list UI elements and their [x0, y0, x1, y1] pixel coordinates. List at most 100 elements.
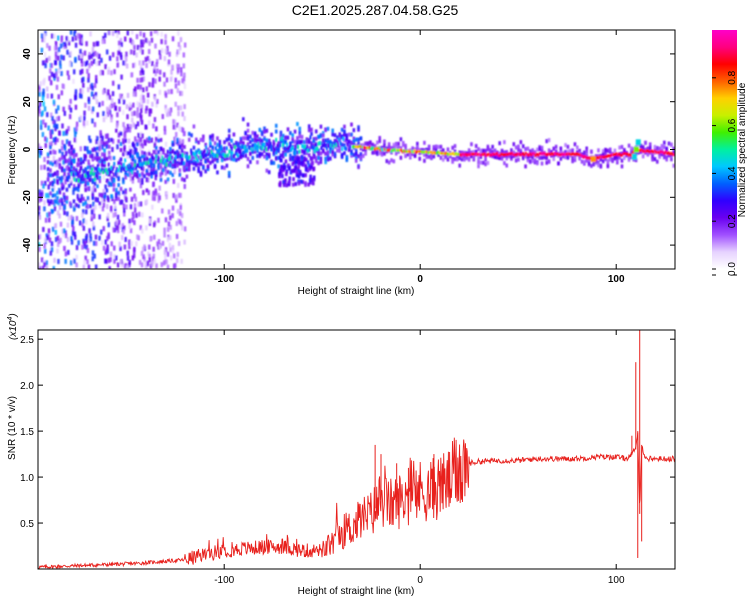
spectrogram-cell [540, 145, 544, 150]
spectrogram-cell [122, 152, 125, 157]
spectrogram-cell [246, 134, 250, 139]
spectrogram-cell [38, 84, 41, 90]
spectrogram-cell [292, 177, 295, 182]
spectrogram-cell [190, 154, 193, 159]
spectrogram-cell [571, 156, 574, 161]
spectrogram-cell [149, 31, 153, 37]
spectrogram-cell [139, 47, 142, 53]
spectrogram-cell [152, 181, 155, 187]
spectrogram-x-tick-label: -100 [214, 274, 234, 285]
spectrogram-cell [172, 193, 175, 199]
spectrogram-cell [237, 156, 240, 161]
spectrogram-cell [139, 98, 142, 104]
spectrogram-cell [49, 168, 52, 173]
spectrogram-cell [78, 220, 82, 226]
spectrogram-cell [113, 258, 116, 264]
spectrogram-cell [159, 152, 163, 158]
spectrogram-cell [458, 156, 461, 161]
spectrogram-cell [78, 54, 81, 60]
spectrogram-cell [77, 186, 80, 192]
spectrogram-cell [63, 211, 66, 216]
spectrogram-cell [513, 153, 516, 157]
spectrogram-cell [64, 258, 67, 264]
spectrogram-cell [172, 178, 176, 184]
spectrogram-cell [201, 152, 204, 157]
spectrogram-cell [524, 153, 527, 158]
spectrogram-cell [157, 217, 160, 223]
spectrogram-cell [104, 133, 108, 139]
spectrogram-cell [112, 183, 116, 188]
spectrogram-cell [484, 148, 487, 153]
spectrogram-cell [112, 179, 116, 184]
spectrogram-cell [170, 155, 173, 160]
spectrogram-cell [585, 153, 589, 158]
spectrogram-cell [103, 152, 106, 157]
spectrogram-cell [165, 77, 169, 83]
spectrogram-cell [272, 142, 276, 147]
spectrogram-cell [387, 142, 391, 147]
spectrogram-cell [505, 150, 509, 155]
spectrogram-cell [63, 195, 66, 200]
spectrogram-cell [58, 165, 62, 170]
spectrogram-cell [383, 148, 386, 152]
spectrogram-cell [84, 154, 88, 159]
spectrogram-cell [122, 190, 125, 195]
spectrogram-cell [250, 147, 253, 152]
spectrogram-cell [79, 146, 83, 152]
spectrogram-cell [75, 178, 78, 183]
spectrogram-cell [112, 187, 116, 192]
spectrogram-cell [177, 80, 181, 86]
spectrogram-cell [361, 145, 364, 149]
spectrogram-cell [117, 139, 120, 144]
spectrogram-cell [314, 129, 318, 134]
spectrogram-cell [70, 169, 73, 174]
spectrogram-cell [40, 191, 44, 197]
spectrogram-cell [526, 158, 530, 163]
spectrogram-cell [140, 166, 143, 171]
spectrogram-cell [350, 153, 353, 158]
spectrogram-cell [65, 199, 69, 204]
spectrogram-cell [75, 186, 78, 191]
spectrogram-cell [340, 127, 344, 132]
spectrogram-cell [92, 213, 96, 219]
spectrogram-cell [133, 150, 137, 155]
spectrogram-cell [171, 142, 175, 147]
spectrogram-cell [62, 130, 65, 136]
spectrogram-cell [187, 156, 190, 161]
spectrogram-cell [179, 204, 182, 210]
spectrogram-cell [331, 147, 334, 152]
spectrogram-cell [140, 250, 144, 256]
spectrogram-cell [125, 104, 129, 110]
spectrogram-cell [166, 154, 170, 159]
spectrogram-cell [140, 39, 143, 45]
spectrogram-cell [260, 152, 264, 157]
spectrogram-cell [86, 87, 90, 93]
spectrogram-cell [38, 242, 41, 248]
spectrogram-cell [47, 217, 51, 223]
spectrogram-cell [211, 159, 215, 164]
spectrogram-cell [174, 154, 177, 159]
spectrogram-cell [143, 139, 146, 144]
spectrogram-cell [122, 122, 125, 128]
spectrogram-cell [147, 160, 150, 165]
spectrogram-cell [171, 164, 175, 169]
spectrogram-cell [501, 152, 504, 156]
spectrogram-cell [56, 242, 60, 248]
spectrogram-cell [185, 151, 189, 156]
spectrogram-cell [49, 133, 53, 139]
spectrogram-cell [43, 180, 47, 186]
spectrogram-cell [227, 170, 231, 175]
spectrogram-cell [164, 217, 168, 223]
spectrogram-cell [104, 184, 107, 190]
spectrogram-cell [310, 161, 314, 166]
spectrogram-cell [79, 69, 82, 75]
spectrogram-cell [63, 204, 66, 210]
spectrogram-cell [146, 55, 150, 61]
spectrogram-cell [383, 139, 386, 144]
spectrogram-cell [620, 158, 624, 163]
spectrogram-cell [154, 145, 158, 150]
spectrogram-cell [571, 149, 574, 154]
spectrogram-cell [347, 144, 351, 149]
spectrogram-cell [120, 93, 123, 99]
spectrogram-cell [159, 164, 163, 169]
